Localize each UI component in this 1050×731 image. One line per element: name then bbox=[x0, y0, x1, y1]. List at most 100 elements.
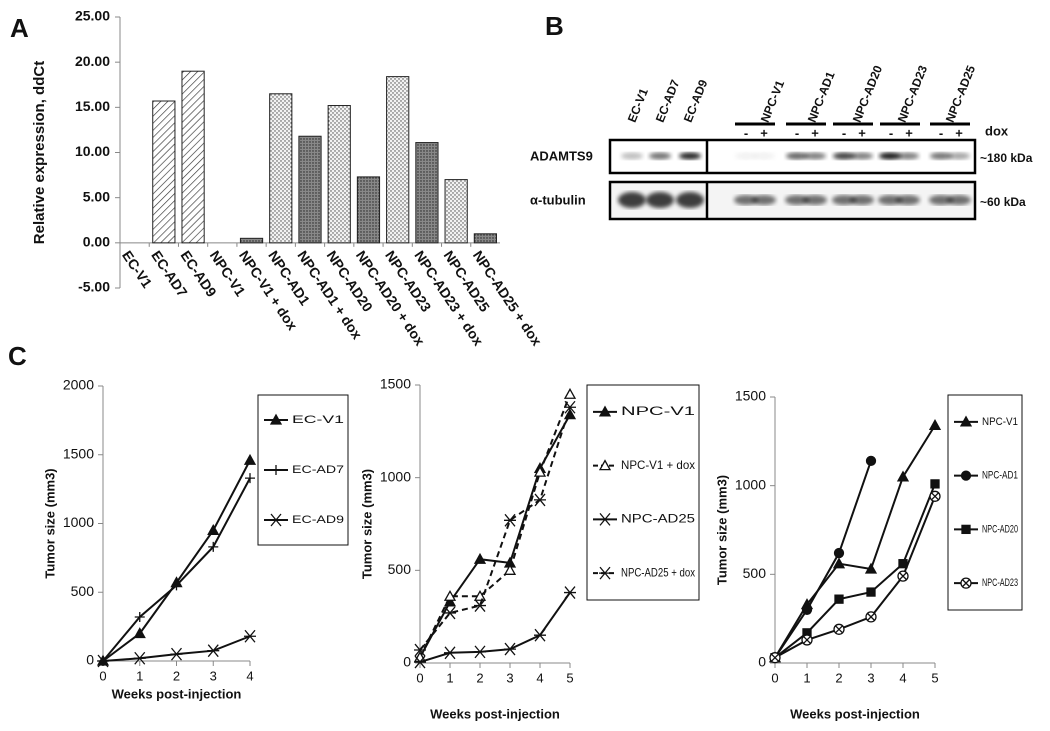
band bbox=[676, 192, 704, 208]
x-tick-label: 0 bbox=[99, 668, 106, 683]
y-tick-label: 500 bbox=[71, 583, 95, 599]
marker bbox=[444, 646, 456, 660]
marker bbox=[170, 647, 183, 661]
band bbox=[803, 195, 827, 205]
marker bbox=[534, 493, 546, 507]
bar bbox=[444, 179, 468, 244]
treatment-sign: - bbox=[889, 125, 893, 140]
x-tick-label: 5 bbox=[566, 670, 573, 685]
x-axis-label: Weeks post-injection bbox=[430, 706, 560, 721]
y-tick-label: 1000 bbox=[735, 476, 766, 492]
band bbox=[752, 195, 776, 205]
marker bbox=[244, 629, 256, 643]
x-tick-label: 0 bbox=[416, 670, 423, 685]
band bbox=[785, 195, 809, 205]
marker bbox=[564, 400, 576, 414]
lane-label: EC-AD9 bbox=[681, 77, 711, 124]
marker bbox=[930, 479, 940, 489]
marker bbox=[533, 465, 547, 477]
legend-label: NPC-AD1 bbox=[982, 470, 1018, 482]
bar bbox=[473, 233, 497, 244]
panel-label: C bbox=[8, 341, 27, 371]
marker bbox=[473, 552, 487, 564]
marker bbox=[865, 455, 877, 466]
band bbox=[621, 152, 643, 160]
marker bbox=[504, 513, 516, 527]
marker bbox=[207, 644, 220, 658]
marker bbox=[474, 645, 486, 659]
treatment-sign: - bbox=[939, 125, 943, 140]
marker bbox=[171, 580, 182, 591]
x-axis-label: Weeks post-injection bbox=[112, 686, 242, 701]
legend-label: EC-V1 bbox=[292, 414, 344, 426]
legend-label: NPC-AD20 bbox=[982, 523, 1018, 535]
marker bbox=[832, 557, 846, 569]
band bbox=[804, 152, 826, 160]
marker bbox=[599, 512, 611, 526]
y-tick-label: 1500 bbox=[63, 445, 94, 461]
marker bbox=[133, 651, 146, 665]
marker bbox=[769, 652, 781, 664]
marker bbox=[833, 547, 845, 559]
band bbox=[735, 152, 757, 160]
y-tick-label: 0 bbox=[403, 654, 411, 670]
marker bbox=[444, 606, 456, 620]
marker bbox=[959, 415, 973, 427]
lane-label: EC-AD7 bbox=[653, 77, 683, 124]
treatment-sign: + bbox=[760, 125, 768, 140]
series-line bbox=[419, 591, 571, 664]
bar bbox=[298, 135, 322, 244]
band bbox=[646, 192, 674, 208]
band bbox=[786, 152, 808, 160]
band bbox=[851, 152, 873, 160]
marker bbox=[504, 642, 516, 656]
marker bbox=[928, 419, 942, 431]
legend-label: EC-AD7 bbox=[292, 464, 344, 476]
series-line bbox=[419, 393, 571, 658]
legend-label: NPC-V1 bbox=[621, 404, 696, 418]
y-tick-label: 0 bbox=[758, 654, 766, 670]
treatment-sign: + bbox=[811, 125, 819, 140]
y-tick-label: 20.00 bbox=[75, 53, 110, 69]
y-tick-label: -5.00 bbox=[78, 279, 110, 295]
marker bbox=[269, 413, 283, 425]
marker bbox=[97, 654, 109, 668]
bar bbox=[181, 70, 205, 244]
series-line bbox=[102, 635, 251, 662]
x-tick-label: 4 bbox=[536, 670, 543, 685]
legend-label: NPC-V1 bbox=[982, 416, 1018, 428]
band bbox=[832, 195, 856, 205]
legend-label: NPC-AD25 + dox bbox=[621, 565, 695, 579]
y-tick-label: 1500 bbox=[380, 376, 411, 392]
y-tick-label: 2000 bbox=[63, 377, 94, 393]
marker bbox=[960, 470, 972, 481]
marker bbox=[271, 465, 281, 475]
lane-label: NPC-AD1 bbox=[805, 69, 838, 124]
series-line bbox=[774, 483, 936, 659]
y-tick-label: 5.00 bbox=[83, 188, 110, 204]
marker bbox=[208, 541, 219, 552]
legend-label: EC-AD9 bbox=[292, 514, 344, 526]
marker bbox=[598, 459, 612, 471]
band bbox=[753, 152, 775, 160]
marker bbox=[929, 490, 941, 502]
y-tick-label: 25.00 bbox=[75, 8, 110, 24]
band bbox=[897, 152, 919, 160]
protein-label: ADAMTS9 bbox=[530, 148, 593, 163]
treatment-label: dox bbox=[985, 123, 1009, 138]
y-axis-label: Tumor size (mm3) bbox=[359, 469, 374, 579]
band bbox=[850, 195, 874, 205]
panel-label: A bbox=[10, 13, 29, 43]
marker bbox=[833, 623, 845, 635]
band bbox=[618, 192, 646, 208]
series-line bbox=[102, 477, 251, 662]
treatment-sign: + bbox=[858, 125, 866, 140]
marker bbox=[474, 599, 486, 612]
lane-label: NPC-AD25 bbox=[943, 63, 979, 124]
treatment-sign: - bbox=[795, 125, 799, 140]
y-tick-label: 0 bbox=[86, 652, 94, 668]
y-tick-label: 1000 bbox=[63, 514, 94, 530]
bar bbox=[356, 176, 381, 244]
marker bbox=[503, 563, 517, 575]
